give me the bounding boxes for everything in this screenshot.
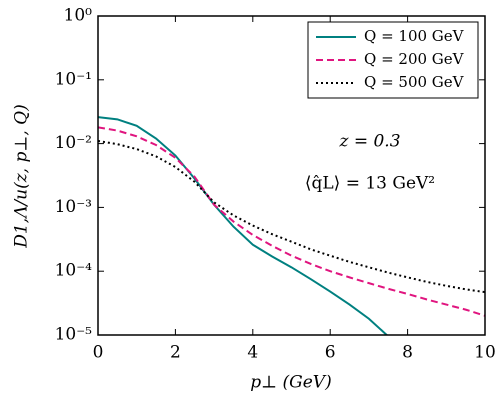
plot-lines xyxy=(98,116,485,335)
line xyxy=(98,116,389,335)
legend-label: Q = 100 GeV xyxy=(364,27,465,45)
x-tick-label: 10 xyxy=(474,343,496,363)
x-tick-label: 0 xyxy=(93,343,104,363)
x-tick-label: 8 xyxy=(402,343,413,363)
y-axis-label: D1,Λ/u(z, p⊥, Q) xyxy=(12,104,32,248)
line xyxy=(98,139,485,294)
x-tick-label: 6 xyxy=(325,343,336,363)
plot-frame xyxy=(97,15,486,336)
y-tick-label: 10⁻⁵ xyxy=(55,325,93,345)
x-axis-label: p⊥ (GeV) xyxy=(250,373,331,393)
line xyxy=(98,126,485,317)
legend-label: Q = 200 GeV xyxy=(364,50,465,68)
y-tick-label: 10⁰ xyxy=(64,6,93,26)
x-tick-label: 2 xyxy=(170,343,181,363)
y-tick-label: 10⁻⁴ xyxy=(55,261,93,281)
legend-box xyxy=(307,21,479,99)
y-tick-label: 10⁻² xyxy=(55,133,92,153)
legend-label: Q = 500 GeV xyxy=(364,73,465,91)
annotation: z = 0.3 xyxy=(338,132,400,152)
annotation: ⟨q̂L⟩ = 13 GeV² xyxy=(305,174,435,194)
y-tick-label: 10⁻¹ xyxy=(55,69,92,89)
y-tick-label: 10⁻³ xyxy=(55,197,92,217)
x-tick-label: 4 xyxy=(247,343,258,363)
